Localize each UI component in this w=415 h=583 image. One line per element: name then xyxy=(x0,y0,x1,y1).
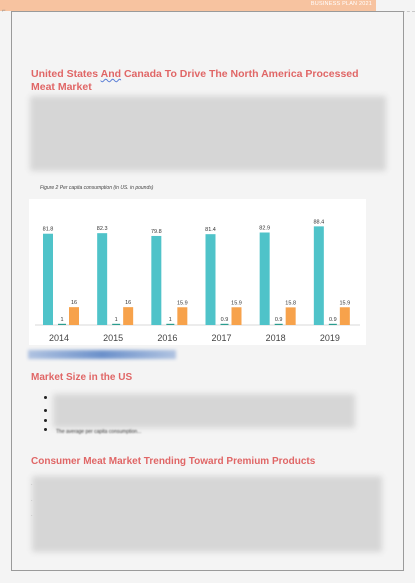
tick-label-2014: 2014 xyxy=(49,333,69,343)
blurred-paragraph-1 xyxy=(30,96,386,171)
data-label-2019-series-1: 88.4 xyxy=(313,219,324,225)
bar-2019-series-3 xyxy=(339,307,350,325)
data-label-2016-series-3: 15.9 xyxy=(177,300,188,306)
bar-2016-series-1 xyxy=(151,235,162,325)
bar-2018-series-2 xyxy=(274,323,283,325)
data-label-2017-series-3: 15.9 xyxy=(231,300,242,306)
paragraph-marker: · xyxy=(31,513,33,519)
data-label-2016-series-1: 79.8 xyxy=(151,229,162,235)
bar-2018-series-3 xyxy=(285,307,296,325)
tick-label-2019: 2019 xyxy=(320,333,340,343)
bullet-tail-text: The average per capita consumption... xyxy=(56,429,142,435)
bullet-marker xyxy=(44,409,47,412)
bar-2015-series-1 xyxy=(97,233,108,325)
header-bar: BUSINESS PLAN 2021 xyxy=(0,0,376,11)
heading-text-part2: Canada To Drive The North America Proces… xyxy=(31,68,359,93)
tick-label-2015: 2015 xyxy=(103,333,123,343)
bar-2015-series-2 xyxy=(112,323,121,325)
section-heading-market-size[interactable]: Market Size in the US xyxy=(31,372,133,383)
blurred-bullet-text xyxy=(53,394,355,428)
consumption-bar-chart: 81.8 1 16 2014 82.3 1 16 2015 79.8 1 15.9 2016 81.4 0… xyxy=(29,199,366,345)
data-label-2014-series-2: 1 xyxy=(60,317,63,323)
spellcheck-word[interactable]: And xyxy=(100,68,122,80)
data-label-2017-series-1: 81.4 xyxy=(205,227,216,233)
paragraph-marker: · xyxy=(31,498,33,504)
bullet-marker xyxy=(44,428,47,431)
figure-caption: Figure 2 Per capita consumption (in US. … xyxy=(40,185,154,191)
tick-label-2016: 2016 xyxy=(157,333,177,343)
data-label-2018-series-1: 82.9 xyxy=(259,226,270,232)
bullet-marker xyxy=(44,419,47,422)
paragraph-marker: · xyxy=(31,482,33,488)
corner-mark: ⌐ xyxy=(2,8,6,14)
bar-2017-series-3 xyxy=(231,307,242,325)
data-label-2018-series-3: 15.8 xyxy=(285,300,296,306)
heading-text-part1: United States xyxy=(31,68,101,80)
bar-2019-series-2 xyxy=(328,323,337,325)
header-title: BUSINESS PLAN 2021 xyxy=(310,1,372,7)
bar-2016-series-3 xyxy=(177,307,188,325)
data-label-2015-series-1: 82.3 xyxy=(97,226,108,232)
data-label-2014-series-1: 81.8 xyxy=(43,227,54,233)
bullet-marker xyxy=(44,396,47,399)
blurred-source-link[interactable] xyxy=(28,350,176,359)
data-label-2014-series-3: 16 xyxy=(71,300,77,306)
data-label-2017-series-2: 0.9 xyxy=(221,317,229,323)
bar-2018-series-1 xyxy=(259,232,270,325)
page-border xyxy=(11,11,404,571)
bar-2016-series-2 xyxy=(166,323,175,325)
section-heading-processed-meat[interactable]: United States And Canada To Drive The No… xyxy=(31,68,371,94)
data-label-2015-series-3: 16 xyxy=(125,300,131,306)
blurred-paragraph-2 xyxy=(32,476,382,552)
bar-2017-series-1 xyxy=(205,234,216,325)
bar-2014-series-2 xyxy=(58,323,66,325)
section-heading-premium-products[interactable]: Consumer Meat Market Trending Toward Pre… xyxy=(31,456,316,467)
data-label-2019-series-3: 15.9 xyxy=(339,300,350,306)
tick-label-2017: 2017 xyxy=(211,333,231,343)
data-label-2018-series-2: 0.9 xyxy=(275,317,283,323)
bar-2014-series-1 xyxy=(43,233,53,325)
bar-2014-series-3 xyxy=(69,307,79,325)
data-label-2019-series-2: 0.9 xyxy=(329,317,337,323)
chart-svg: 81.8 1 16 2014 82.3 1 16 2015 79.8 1 15.9 2016 81.4 0… xyxy=(35,219,360,343)
tick-label-2018: 2018 xyxy=(266,333,286,343)
data-label-2015-series-2: 1 xyxy=(115,317,118,323)
bar-2017-series-2 xyxy=(220,323,229,325)
data-label-2016-series-2: 1 xyxy=(169,317,172,323)
bar-2019-series-1 xyxy=(313,226,324,325)
bar-2015-series-3 xyxy=(123,307,134,325)
